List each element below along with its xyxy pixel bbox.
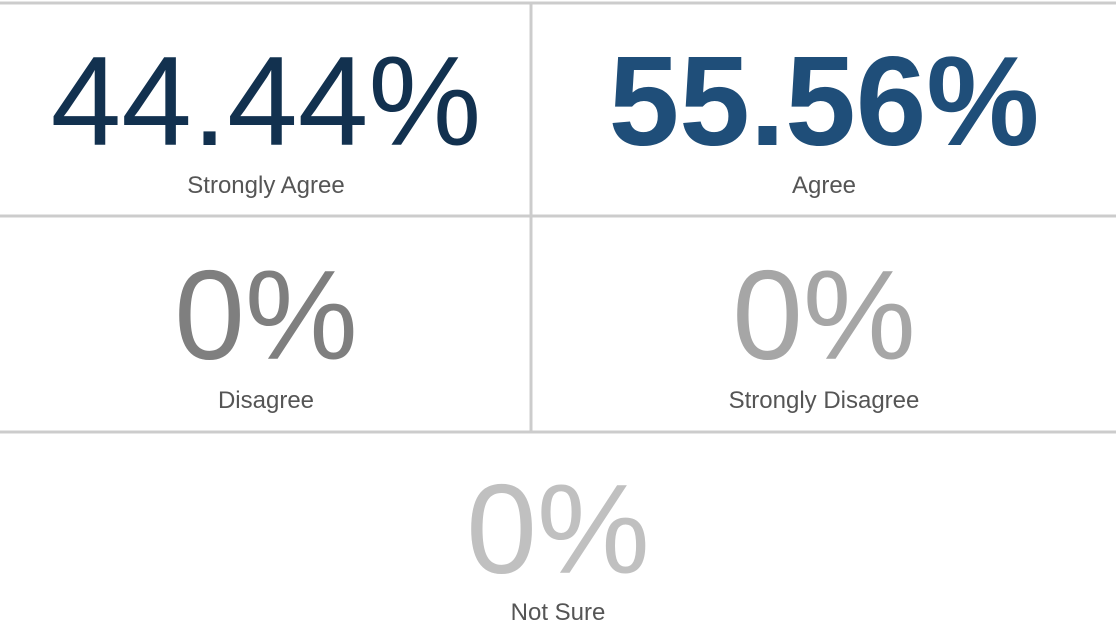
tile-value: 0% [174,244,358,386]
tile-label: Not Sure [511,599,606,626]
tile-value: 44.44% [51,30,482,172]
tile-label: Strongly Agree [187,172,344,199]
tile-value: 55.56% [609,30,1040,172]
tile-value: 0% [466,458,650,600]
tile-label: Strongly Disagree [729,387,920,414]
tile-value: 0% [732,244,916,386]
tile-label: Agree [792,172,856,199]
tile-label: Disagree [218,387,314,414]
